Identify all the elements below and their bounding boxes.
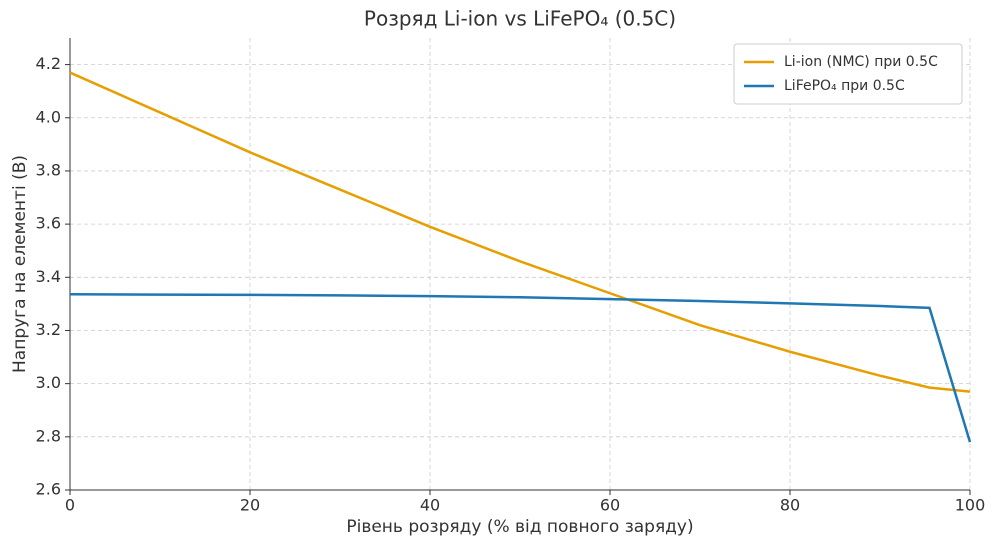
x-tick-label: 80 (780, 496, 800, 515)
chart-title: Розряд Li-ion vs LiFePO₄ (0.5C) (364, 7, 676, 31)
series-line (69, 71, 971, 393)
y-axis-label: Напруга на елементі (В) (10, 155, 30, 373)
y-tick-label: 3.2 (36, 320, 61, 339)
x-tick-label: 20 (240, 496, 260, 515)
series-line (69, 293, 972, 443)
x-axis-label: Рівень розряду (% від повного заряду) (346, 517, 693, 537)
x-tick-label: 60 (600, 496, 620, 515)
y-tick-label: 2.6 (36, 480, 61, 499)
y-tick-label: 3.4 (36, 267, 61, 286)
x-tick-label: 0 (65, 496, 75, 515)
y-tick-label: 3.6 (36, 214, 61, 233)
legend-label: Li-ion (NMC) при 0.5C (784, 54, 938, 70)
legend-box (733, 43, 963, 105)
legend-label: LiFePO₄ при 0.5C (784, 78, 905, 94)
y-tick-label: 3.8 (36, 160, 61, 179)
y-tick-label: 4.0 (36, 107, 61, 126)
x-tick-label: 40 (420, 496, 440, 515)
x-tick-label: 100 (955, 496, 986, 515)
y-tick-label: 2.8 (36, 426, 61, 445)
y-tick-label: 3.0 (36, 373, 61, 392)
y-tick-label: 4.2 (36, 54, 61, 73)
